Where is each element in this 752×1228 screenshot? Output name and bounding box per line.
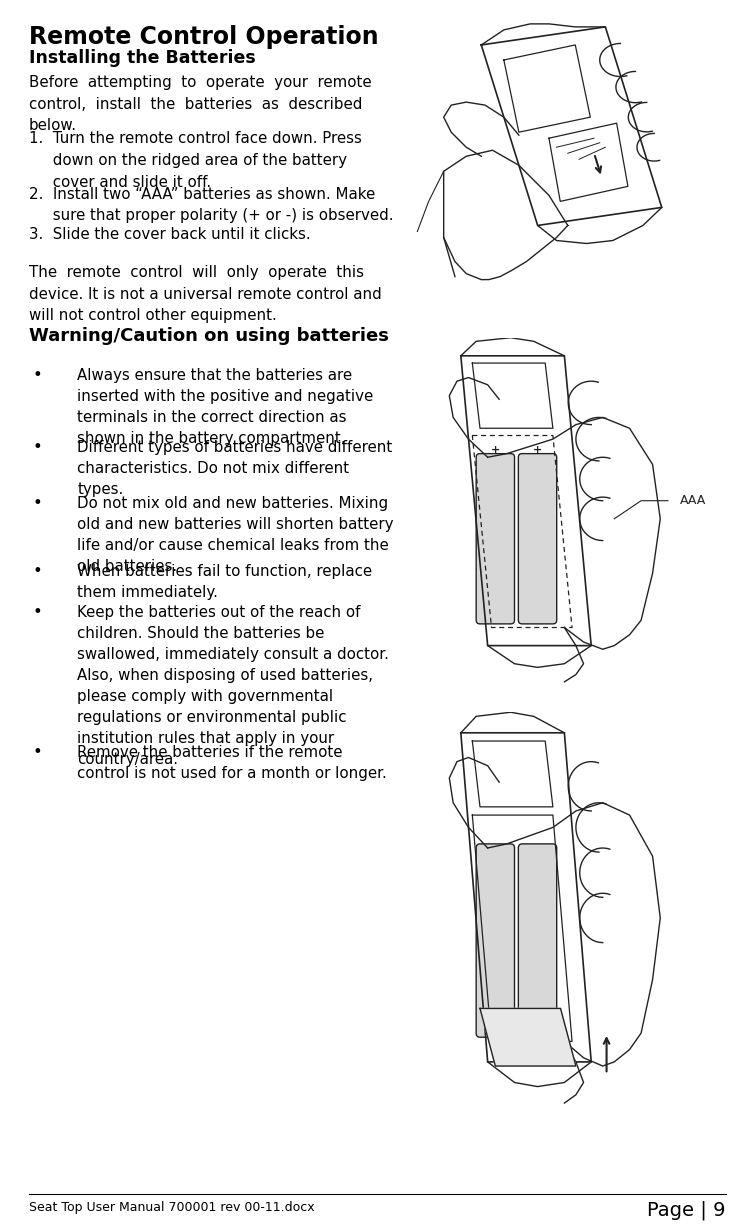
Text: Different types of batteries have different
characteristics. Do not mix differen: Different types of batteries have differ… [77,440,393,496]
Text: +: + [533,445,542,456]
Text: Page | 9: Page | 9 [647,1201,726,1221]
FancyBboxPatch shape [518,844,556,1038]
Text: When batteries fail to function, replace
them immediately.: When batteries fail to function, replace… [77,564,372,599]
Text: Keep the batteries out of the reach of
children. Should the batteries be
swallow: Keep the batteries out of the reach of c… [77,605,390,768]
Text: •: • [32,368,42,383]
Text: Do not mix old and new batteries. Mixing
old and new batteries will shorten batt: Do not mix old and new batteries. Mixing… [77,496,394,575]
FancyBboxPatch shape [476,844,514,1038]
Text: •: • [32,440,42,454]
Text: Remove the batteries if the remote
control is not used for a month or longer.: Remove the batteries if the remote contr… [77,745,387,781]
Text: 2.  Install two “AAA” batteries as shown. Make
     sure that proper polarity (+: 2. Install two “AAA” batteries as shown.… [29,187,393,223]
Polygon shape [480,1008,576,1066]
Text: +: + [491,445,500,456]
Text: Installing the Batteries: Installing the Batteries [29,49,256,68]
Text: •: • [32,745,42,760]
Text: 1.  Turn the remote control face down. Press
     down on the ridged area of the: 1. Turn the remote control face down. Pr… [29,131,362,189]
Text: 3.  Slide the cover back until it clicks.: 3. Slide the cover back until it clicks. [29,227,311,242]
FancyBboxPatch shape [476,453,514,624]
Text: •: • [32,496,42,511]
FancyBboxPatch shape [518,453,556,624]
Text: •: • [32,605,42,620]
Text: AAA: AAA [680,494,705,507]
Text: Always ensure that the batteries are
inserted with the positive and negative
ter: Always ensure that the batteries are ins… [77,368,374,447]
Text: •: • [32,564,42,578]
Text: Seat Top User Manual 700001 rev 00-11.docx: Seat Top User Manual 700001 rev 00-11.do… [29,1201,314,1214]
Text: The  remote  control  will  only  operate  this
device. It is not a universal re: The remote control will only operate thi… [29,265,381,323]
Text: Remote Control Operation: Remote Control Operation [29,25,378,49]
Text: Warning/Caution on using batteries: Warning/Caution on using batteries [29,327,389,345]
Text: Before  attempting  to  operate  your  remote
control,  install  the  batteries : Before attempting to operate your remote… [29,75,371,133]
